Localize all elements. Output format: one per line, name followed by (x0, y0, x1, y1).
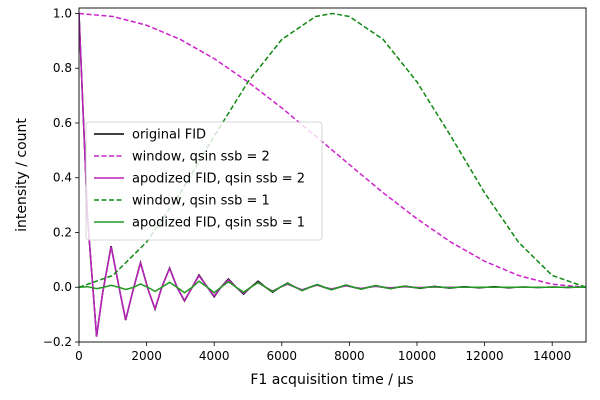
series-line-5 (79, 280, 586, 294)
y-tick-label: 0.4 (53, 171, 72, 185)
y-tick-label: 0.6 (53, 116, 72, 130)
y-tick-label: 0.0 (53, 280, 72, 294)
legend-label: original FID (132, 128, 206, 143)
x-tick-label: 8000 (334, 349, 365, 363)
y-axis-label: intensity / count (14, 118, 30, 232)
y-tick-label: 0.8 (53, 61, 72, 75)
y-tick-label: 0.2 (53, 225, 72, 239)
x-tick-label: 0 (75, 349, 83, 363)
x-tick-label: 14000 (533, 349, 571, 363)
x-axis-ticks: 0 2000 4000 6000 8000 10000 12000 14000 (75, 342, 571, 363)
legend: original FID window, qsin ssb = 2 apodized… (85, 121, 323, 241)
x-tick-label: 4000 (199, 349, 230, 363)
legend-label: window, qsin ssb = 1 (132, 194, 270, 209)
y-tick-label: −0.2 (43, 335, 72, 349)
legend-box (85, 121, 323, 241)
legend-label: apodized FID, qsin ssb = 1 (132, 216, 305, 231)
series-layer (79, 12, 586, 337)
plot-frame (78, 7, 587, 343)
y-axis-ticks: −0.2 0.0 0.2 0.4 0.6 0.8 1.0 (43, 6, 79, 349)
legend-label: window, qsin ssb = 2 (132, 150, 270, 165)
y-tick-label: 1.0 (53, 6, 72, 20)
x-axis-label: F1 acquisition time / µs (250, 372, 413, 388)
x-tick-label: 6000 (267, 349, 298, 363)
legend-label: apodized FID, qsin ssb = 2 (132, 172, 305, 187)
x-tick-label: 10000 (398, 349, 436, 363)
x-tick-label: 12000 (466, 349, 504, 363)
series-line-2 (79, 12, 586, 288)
x-tick-label: 2000 (131, 349, 162, 363)
